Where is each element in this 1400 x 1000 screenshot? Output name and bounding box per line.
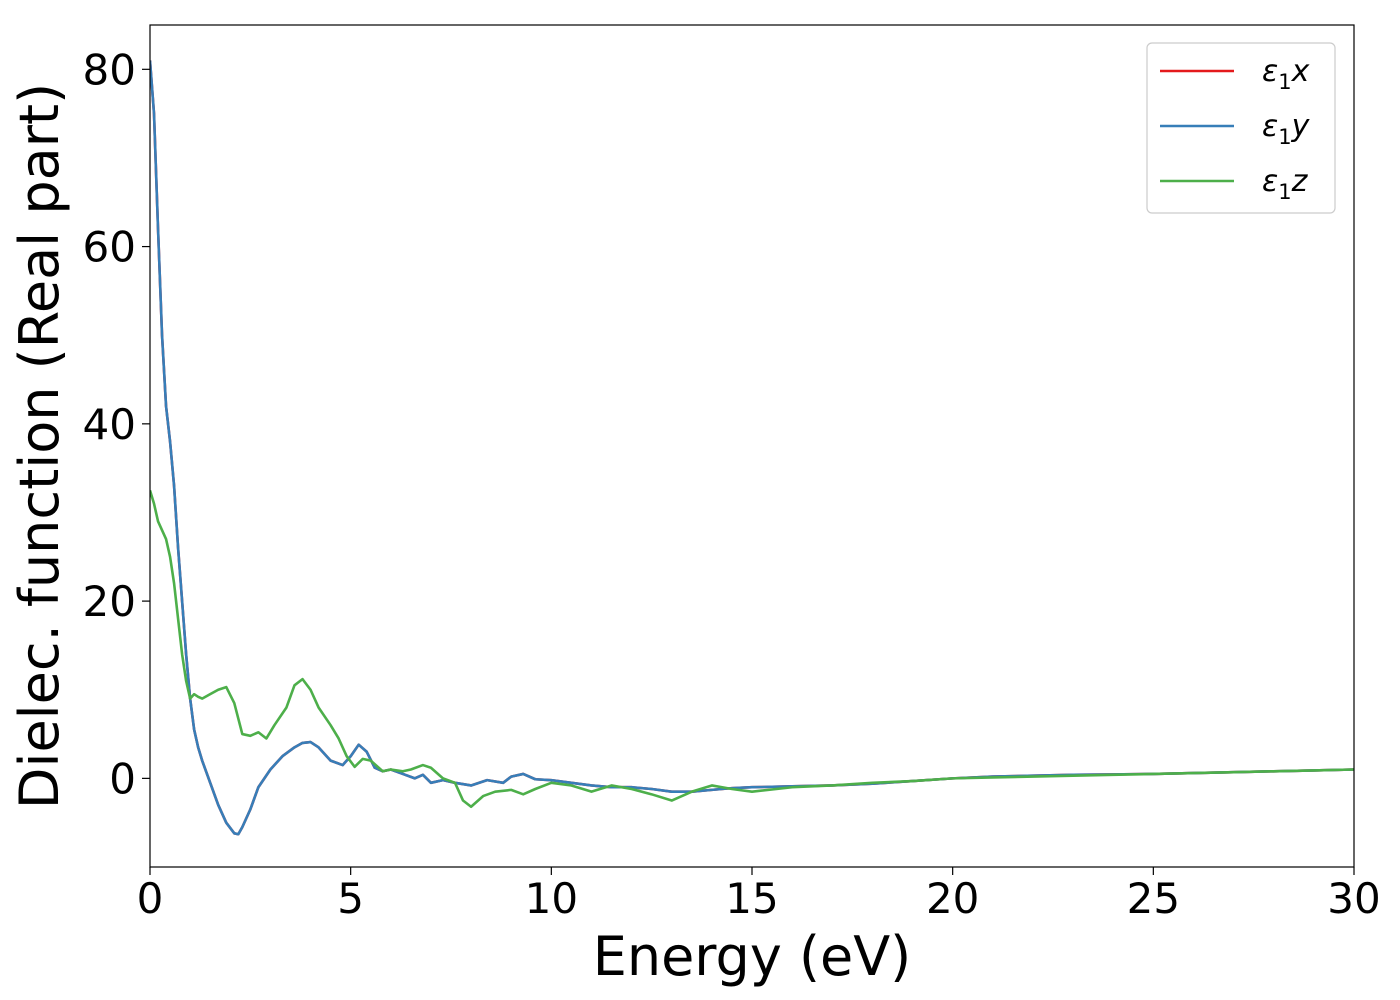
legend-symbol: ε (1262, 109, 1278, 144)
legend-label-x: ε1x (1262, 54, 1310, 94)
x-tick-label: 15 (725, 874, 778, 923)
y-axis-ticks: 0 20 40 60 80 (83, 45, 150, 803)
x-tick-label: 5 (337, 874, 364, 923)
legend-label-y: ε1y (1262, 109, 1311, 149)
x-axis-label: Energy (eV) (593, 925, 912, 988)
legend-variable: x (1291, 54, 1310, 89)
y-tick-label: 40 (83, 400, 136, 449)
x-tick-label: 30 (1327, 874, 1380, 923)
series-line-z (150, 489, 1354, 809)
x-axis-ticks: 0 5 10 15 20 25 30 (137, 867, 1381, 923)
y-tick-label: 60 (83, 223, 136, 272)
legend-symbol: ε (1262, 164, 1278, 199)
series-layer (150, 60, 1354, 836)
y-tick-label: 20 (83, 577, 136, 626)
x-tick-label: 25 (1127, 874, 1180, 923)
x-tick-label: 0 (137, 874, 164, 923)
legend-variable: y (1291, 109, 1311, 144)
x-tick-label: 10 (525, 874, 578, 923)
y-tick-label: 80 (83, 45, 136, 94)
y-tick-label: 0 (109, 754, 136, 803)
legend-subscript: 1 (1278, 125, 1291, 149)
y-axis-label: Dielec. function (Real part) (8, 83, 71, 809)
legend-subscript: 1 (1278, 70, 1291, 94)
legend-subscript: 1 (1278, 180, 1291, 204)
legend-box (1146, 42, 1336, 214)
legend-symbol: ε (1262, 54, 1278, 89)
x-tick-label: 20 (926, 874, 979, 923)
legend-variable: z (1291, 164, 1309, 199)
legend-label-z: ε1z (1262, 164, 1309, 204)
